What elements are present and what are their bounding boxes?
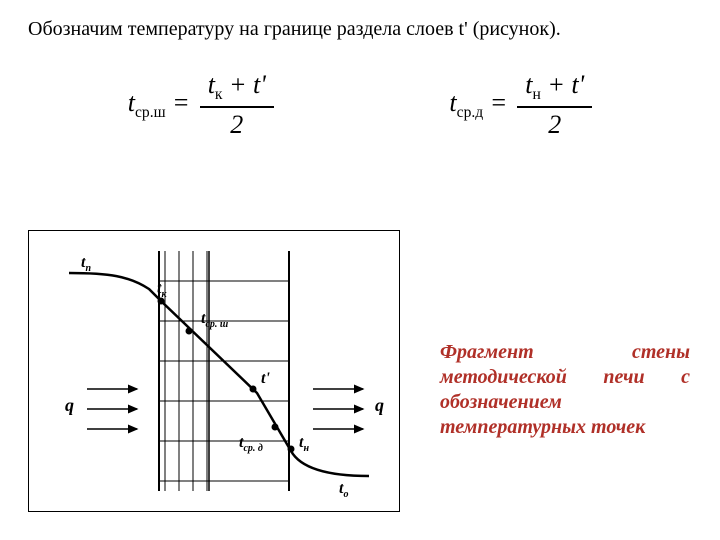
- svg-text:tп: tп: [81, 254, 91, 274]
- svg-text:tо: tо: [339, 480, 348, 500]
- svg-text:tср. д: tср. д: [239, 434, 263, 454]
- equation-2: tср.д = tн + t' 2: [449, 70, 592, 140]
- svg-text:tн: tн: [299, 434, 309, 454]
- svg-text:tср. ш: tср. ш: [201, 310, 228, 330]
- figure-caption: Фрагмент стены методической печи с обозн…: [440, 340, 690, 440]
- equations-row: tср.ш = tк + t' 2 tср.д = tн + t' 2: [40, 70, 680, 140]
- svg-text:t': t': [261, 370, 270, 387]
- svg-text:q: q: [65, 395, 74, 415]
- equation-1: tср.ш = tк + t' 2: [128, 70, 274, 140]
- svg-text:q: q: [375, 395, 384, 415]
- intro-text: Обозначим температуру на границе раздела…: [28, 18, 561, 41]
- wall-diagram: tкtср. шt'tср. дtнtпtоqq: [28, 230, 400, 512]
- diagram-svg: tкtср. шt'tср. дtнtпtоqq: [29, 231, 399, 511]
